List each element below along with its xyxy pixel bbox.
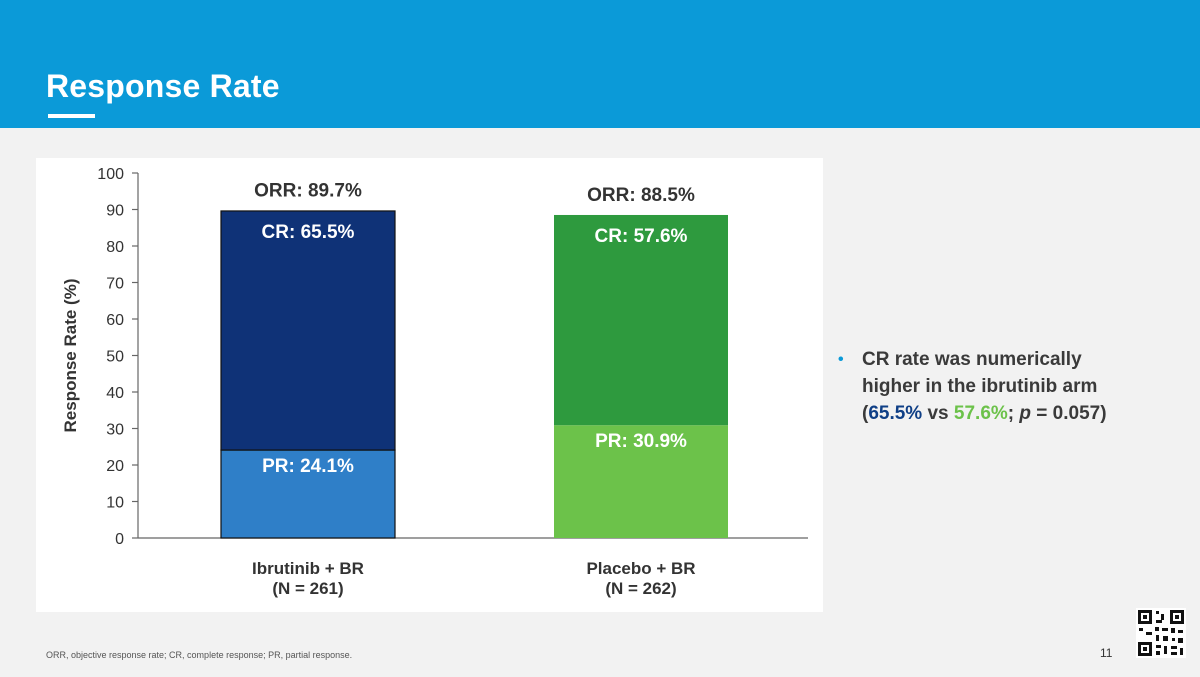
bar-segment-label: PR: 24.1% bbox=[262, 456, 354, 477]
bullet-text: CR rate was numerically higher in the ib… bbox=[862, 346, 1178, 427]
chart-panel: 0 10 20 30 40 50 60 70 80 90 100 Response Rate (%) P… bbox=[36, 158, 823, 612]
title-banner bbox=[0, 0, 1200, 128]
bar-segment-label: CR: 57.6% bbox=[595, 226, 688, 247]
x-category-sublabel: (N = 261) bbox=[272, 579, 343, 598]
key-finding-bullet: • CR rate was numerically higher in the … bbox=[838, 346, 1178, 427]
qr-code-icon[interactable] bbox=[1136, 608, 1186, 658]
bullet-dot-icon: • bbox=[838, 351, 844, 368]
y-tick-label: 0 bbox=[115, 531, 124, 548]
y-tick-label: 30 bbox=[106, 422, 124, 439]
vs-text: vs bbox=[922, 403, 954, 424]
p-value: = 0.057) bbox=[1031, 403, 1107, 424]
x-category-label: Placebo + BR bbox=[586, 559, 695, 578]
title-underline bbox=[48, 114, 95, 118]
stacked-bar-chart: 0 10 20 30 40 50 60 70 80 90 100 Response Rate (%) P… bbox=[61, 166, 808, 598]
y-tick-label: 90 bbox=[106, 203, 124, 220]
y-tick-label: 80 bbox=[106, 239, 124, 256]
orr-total-label: ORR: 89.7% bbox=[254, 181, 362, 202]
slide-title: Response Rate bbox=[46, 68, 280, 104]
separator: ; bbox=[1007, 403, 1020, 424]
bullet-line-1: CR rate was numerically bbox=[862, 349, 1082, 370]
y-tick-label: 100 bbox=[97, 166, 124, 183]
footnote: ORR, objective response rate; CR, comple… bbox=[46, 650, 353, 660]
y-axis-title: Response Rate (%) bbox=[61, 279, 80, 433]
bar-segment-cr bbox=[220, 210, 396, 451]
y-tick-label: 60 bbox=[106, 312, 124, 329]
y-tick-label: 10 bbox=[106, 495, 124, 512]
cr-ibrutinib-value: 65.5% bbox=[868, 403, 923, 424]
bar-segment-cr bbox=[554, 214, 728, 426]
x-category-label: Ibrutinib + BR bbox=[252, 559, 364, 578]
bar-segment-pr bbox=[554, 425, 728, 538]
bar-segment-label: PR: 30.9% bbox=[595, 431, 687, 452]
y-tick-label: 20 bbox=[106, 458, 124, 475]
orr-total-label: ORR: 88.5% bbox=[587, 185, 695, 206]
y-tick-label: 70 bbox=[106, 276, 124, 293]
page-number: 11 bbox=[1100, 646, 1113, 660]
x-category-sublabel: (N = 262) bbox=[605, 579, 676, 598]
p-symbol: p bbox=[1019, 403, 1031, 424]
open-paren: ( bbox=[862, 403, 869, 424]
cr-placebo-value: 57.6% bbox=[953, 403, 1008, 424]
y-tick-label: 40 bbox=[106, 385, 124, 402]
bar-segment-pr bbox=[220, 449, 396, 539]
y-tick-label: 50 bbox=[106, 349, 124, 366]
bullet-line-3: (65.5% vs 57.6%; p = 0.057) bbox=[862, 400, 1178, 427]
bullet-line-2: higher in the ibrutinib arm bbox=[862, 376, 1098, 397]
bar-segment-label: CR: 65.5% bbox=[262, 222, 355, 243]
